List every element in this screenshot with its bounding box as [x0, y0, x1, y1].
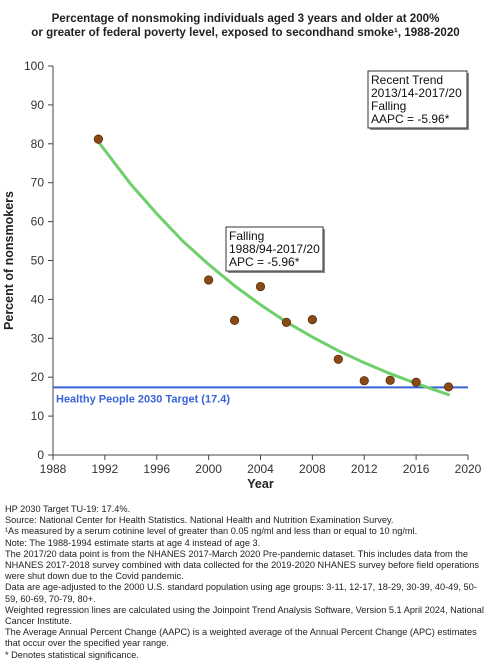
annotation-line: Falling — [229, 229, 264, 243]
data-point — [359, 376, 369, 386]
chart-title-line-1: Percentage of nonsmoking individuals age… — [51, 12, 440, 25]
data-point — [307, 315, 317, 325]
target-line-group: Healthy People 2030 Target (17.4) — [53, 386, 468, 405]
x-axis-title: Year — [247, 477, 274, 491]
target-label: Healthy People 2030 Target (17.4) — [56, 393, 230, 405]
x-tick-label: 2012 — [351, 462, 378, 476]
footnote: Note: The 1988-1994 estimate starts at a… — [5, 537, 261, 548]
footnote: Weighted regression lines are calculated… — [5, 604, 484, 627]
y-tick-label: 50 — [31, 254, 45, 268]
y-tick-label: 100 — [24, 59, 44, 73]
chart-title: Percentage of nonsmoking individuals age… — [0, 12, 491, 40]
y-tick-label: 80 — [31, 137, 45, 151]
x-tick-label: 2000 — [195, 462, 222, 476]
x-tick-label: 1988 — [40, 462, 67, 476]
annotation-line: Recent Trend — [371, 73, 443, 87]
data-point — [411, 377, 421, 387]
footnote: ¹As measured by a serum cotinine level o… — [5, 526, 418, 537]
y-tick-label: 90 — [31, 98, 45, 112]
footnotes: HP 2030 Target TU-19: 17.4%. Source: Nat… — [5, 504, 489, 661]
annotation-line: Falling — [371, 99, 406, 113]
x-tick-label: 1996 — [143, 462, 170, 476]
y-tick-label: 60 — [31, 215, 45, 229]
annotation-line: APC = -5.96* — [229, 255, 300, 269]
chart-title-line-2: or greater of federal poverty level, exp… — [31, 26, 460, 39]
trend-line — [96, 140, 450, 397]
footnote: The 2017/20 data point is from the NHANE… — [5, 548, 479, 582]
y-tick-label: 10 — [31, 409, 45, 423]
data-points-group — [93, 134, 454, 392]
data-point — [255, 281, 266, 292]
x-tick-label: 1992 — [92, 462, 119, 476]
annotation-line: 2013/14-2017/20 — [371, 86, 462, 100]
chart-svg: 0 10 20 30 40 50 60 70 80 90 100 1988 1992 1996 2000 20… — [2, 59, 482, 491]
data-point — [204, 275, 214, 285]
annotation-line: 1988/94-2017/20 — [229, 242, 320, 256]
y-tick-label: 20 — [31, 370, 45, 384]
footnote: HP 2030 Target TU-19: 17.4%. — [5, 504, 131, 514]
y-tick-label: 0 — [37, 448, 44, 462]
annotation-box — [367, 70, 468, 129]
footnote: Data are age-adjusted to the 2000 U.S. s… — [5, 582, 477, 604]
y-tick-label: 40 — [31, 292, 45, 306]
y-tick-label: 70 — [31, 176, 45, 190]
footnote: The Average Annual Percent Change (AAPC)… — [5, 627, 477, 649]
annotation-box — [225, 226, 324, 272]
x-tick-label: 2020 — [455, 462, 482, 476]
y-axis-title: Percent of nonsmokers — [2, 191, 16, 330]
x-tick-label: 2008 — [299, 462, 326, 476]
data-point — [229, 315, 240, 326]
footnote: * Denotes statistical significance. — [5, 649, 139, 660]
data-point — [443, 382, 454, 392]
y-tick-label: 30 — [31, 331, 45, 345]
annotation-line: AAPC = -5.96* — [371, 112, 450, 126]
data-point — [333, 354, 343, 364]
x-tick-label: 2004 — [247, 462, 274, 476]
data-point — [93, 134, 103, 144]
data-point — [281, 317, 292, 327]
footnote: Source: National Center for Health Stati… — [5, 515, 394, 526]
chart-axes: 0 10 20 30 40 50 60 70 80 90 100 1988 1992 1996 2000 20… — [2, 59, 482, 491]
x-tick-label: 2016 — [403, 462, 430, 476]
trend-line-group — [96, 140, 450, 397]
data-point — [385, 375, 395, 385]
